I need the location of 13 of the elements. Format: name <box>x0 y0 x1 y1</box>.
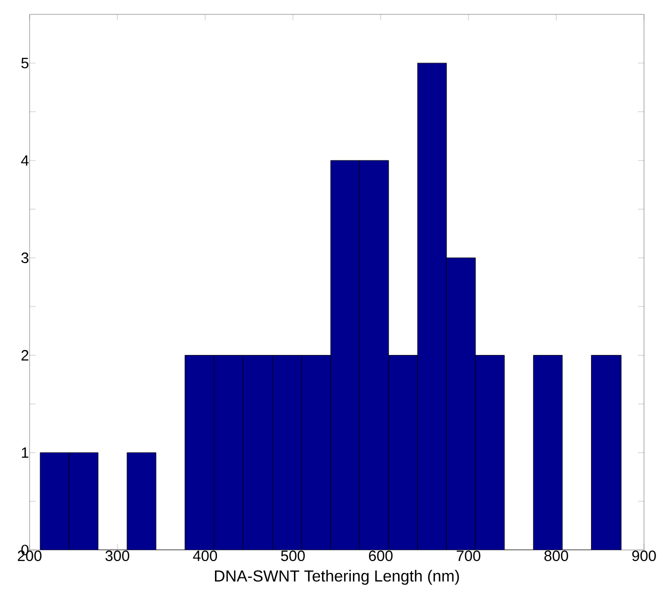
x-tick-label: 900 <box>632 550 656 562</box>
x-axis-title: DNA-SWNT Tethering Length (nm) <box>214 570 459 585</box>
x-tick-label: 500 <box>281 550 305 562</box>
y-tick-label: 3 <box>21 252 28 264</box>
x-tick-label: 600 <box>368 550 393 562</box>
y-tick-label: 4 <box>21 155 29 166</box>
x-tick-label: 800 <box>544 550 568 562</box>
y-tick-label: 5 <box>21 58 28 68</box>
x-tick-label: 400 <box>193 550 218 562</box>
x-tick-label: 700 <box>456 550 480 562</box>
x-tick-label: 300 <box>105 550 130 562</box>
y-tick-label: 1 <box>22 447 28 458</box>
y-tick-label: 2 <box>22 350 28 360</box>
